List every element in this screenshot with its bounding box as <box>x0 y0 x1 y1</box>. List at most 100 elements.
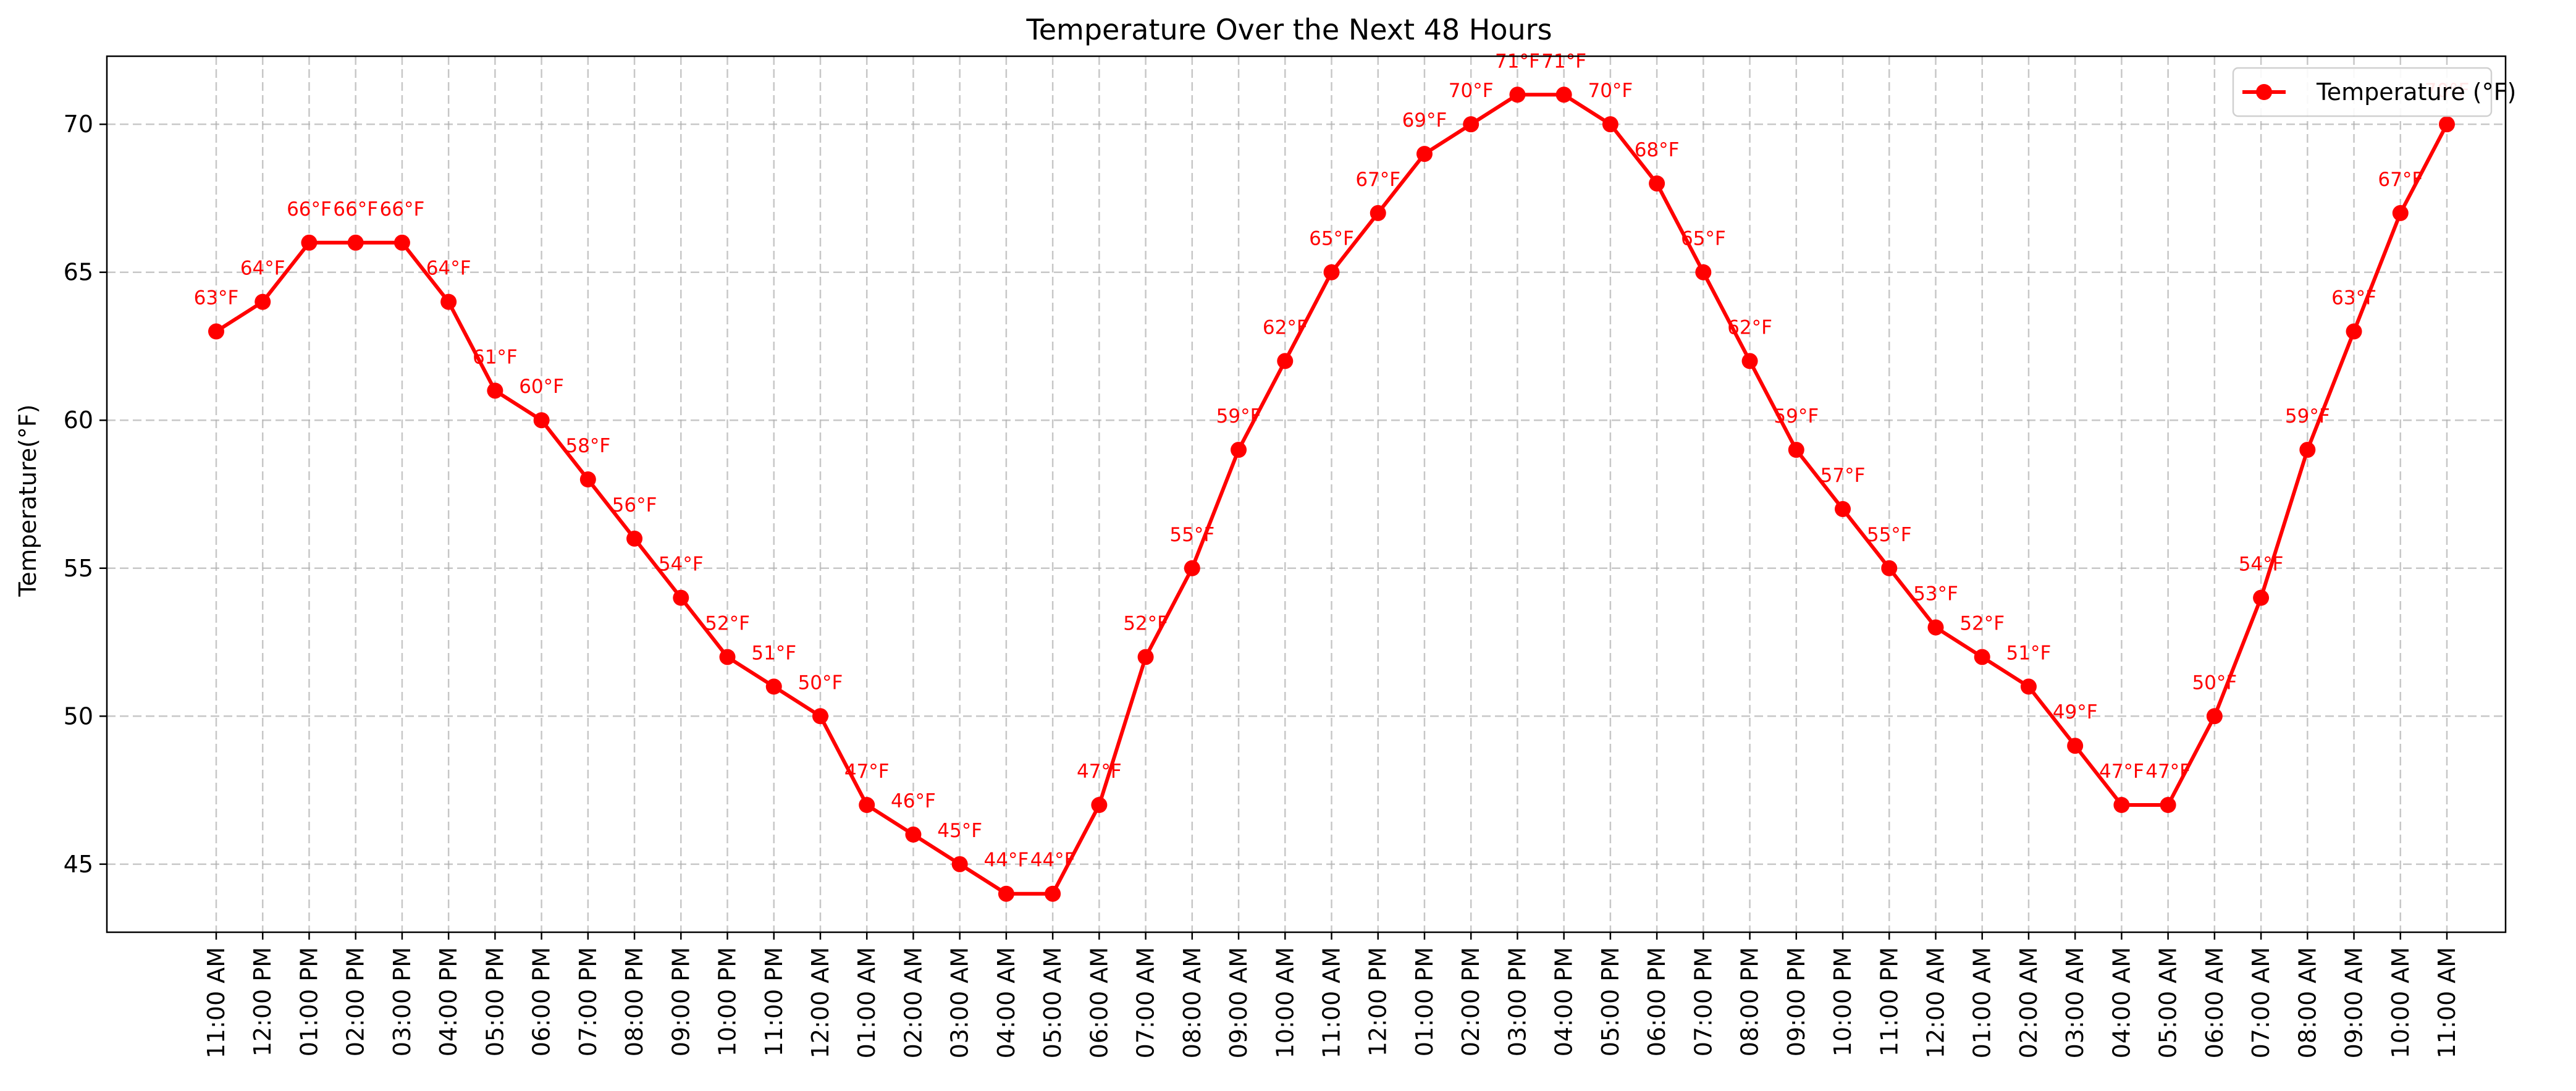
x-tick-label: 03:00 PM <box>1504 947 1531 1056</box>
x-tick-label: 01:00 PM <box>295 947 322 1056</box>
data-label: 55°F <box>1169 524 1214 546</box>
data-label: 59°F <box>1216 405 1261 428</box>
data-point <box>2253 589 2270 606</box>
x-tick-label: 11:00 AM <box>1318 947 1345 1058</box>
x-tick-label: 10:00 PM <box>714 947 741 1056</box>
data-point <box>905 826 922 843</box>
data-point <box>1416 146 1433 162</box>
x-tick-label: 12:00 PM <box>249 947 276 1056</box>
x-tick-label: 01:00 AM <box>1969 947 1996 1058</box>
data-label: 56°F <box>612 494 657 516</box>
x-tick-label: 11:00 PM <box>760 947 788 1056</box>
data-point <box>1881 560 1898 576</box>
y-tick-label: 55 <box>64 555 93 582</box>
x-tick-label: 09:00 PM <box>1783 947 1810 1056</box>
data-label: 71°F <box>1541 50 1586 72</box>
x-tick-label: 04:00 AM <box>993 947 1020 1058</box>
y-axis-label: Temperature(°F) <box>14 404 41 597</box>
data-point <box>208 323 224 340</box>
legend-marker-swatch <box>2256 84 2272 100</box>
data-label: 70°F <box>1449 80 1494 102</box>
x-tick-label: 02:00 PM <box>342 947 369 1056</box>
x-tick-label: 08:00 AM <box>2294 947 2321 1058</box>
data-label: 63°F <box>194 287 239 310</box>
data-point <box>2067 738 2084 754</box>
series-layer <box>208 86 2455 902</box>
data-label: 55°F <box>1867 524 1912 546</box>
data-point <box>2392 204 2409 221</box>
data-label: 61°F <box>473 346 518 368</box>
x-tick-label: 07:00 AM <box>1132 947 1160 1058</box>
x-tick-label: 06:00 AM <box>2201 947 2228 1058</box>
x-tick-label: 01:00 PM <box>1411 947 1438 1056</box>
y-tick-label: 60 <box>64 406 93 434</box>
data-point <box>301 234 318 251</box>
grid-layer <box>107 56 2506 932</box>
x-tick-label: 07:00 PM <box>1690 947 1717 1056</box>
data-label: 46°F <box>891 790 936 812</box>
data-label: 47°F <box>2145 760 2191 783</box>
data-label: 52°F <box>1123 612 1168 634</box>
data-point <box>1323 264 1340 280</box>
data-point <box>1463 116 1480 133</box>
x-tick-label: 04:00 PM <box>435 947 462 1056</box>
data-label: 47°F <box>1077 760 1122 783</box>
data-point <box>2299 442 2316 458</box>
x-tick-label: 09:00 PM <box>667 947 694 1056</box>
data-point <box>487 382 503 399</box>
data-point <box>1788 442 1804 458</box>
legend: Temperature (°F) <box>2232 67 2516 117</box>
data-point <box>2113 797 2130 814</box>
data-label: 59°F <box>2285 405 2330 428</box>
data-label: 58°F <box>565 435 610 457</box>
data-label: 59°F <box>1774 405 1819 428</box>
plot-frame <box>106 55 2507 933</box>
data-point <box>579 471 596 488</box>
data-point <box>1974 649 1990 665</box>
data-point <box>1695 264 1712 280</box>
data-label: 70°F <box>1588 80 1633 102</box>
data-label: 71°F <box>1495 50 1540 72</box>
data-label: 50°F <box>2192 672 2237 694</box>
data-label: 49°F <box>2053 701 2098 723</box>
data-label: 67°F <box>2378 169 2423 191</box>
legend-box <box>2232 67 2493 117</box>
data-label: 65°F <box>1309 228 1354 250</box>
x-tick-label: 06:00 AM <box>1085 947 1113 1058</box>
data-label: 53°F <box>1913 583 1958 605</box>
data-label: 57°F <box>1820 465 1866 487</box>
data-point <box>2020 678 2037 695</box>
x-tick-label: 01:00 AM <box>853 947 880 1058</box>
data-point <box>1370 204 1386 221</box>
data-point <box>1231 442 1247 458</box>
x-tick-label: 02:00 AM <box>2015 947 2042 1058</box>
data-label: 44°F <box>1030 849 1075 872</box>
y-tick-label: 45 <box>64 851 93 878</box>
data-point <box>1602 116 1618 133</box>
data-point <box>2206 708 2223 725</box>
data-point <box>1277 353 1294 369</box>
data-point <box>1649 175 1665 192</box>
x-tick-label: 04:00 AM <box>2108 947 2135 1058</box>
data-label: 64°F <box>240 258 285 280</box>
data-label: 62°F <box>1727 316 1772 339</box>
x-tick-label: 06:00 PM <box>1643 947 1670 1056</box>
data-label: 50°F <box>798 672 843 694</box>
data-point <box>255 293 271 310</box>
x-tick-label: 11:00 PM <box>1875 947 1903 1056</box>
data-label: 63°F <box>2331 287 2376 310</box>
data-label: 54°F <box>659 554 704 576</box>
x-tick-label: 05:00 AM <box>2155 947 2182 1058</box>
x-tick-label: 02:00 PM <box>1457 947 1484 1056</box>
data-label: 67°F <box>1355 169 1400 191</box>
x-tick-label: 07:00 AM <box>2247 947 2275 1058</box>
chart-title: Temperature Over the Next 48 Hours <box>1025 13 1552 46</box>
data-point <box>2160 797 2176 814</box>
data-point <box>1555 86 1572 103</box>
x-tick-label: 11:00 AM <box>203 947 230 1058</box>
x-tick-label: 05:00 AM <box>1039 947 1066 1058</box>
data-label: 51°F <box>751 642 796 664</box>
data-label: 54°F <box>2239 554 2284 576</box>
